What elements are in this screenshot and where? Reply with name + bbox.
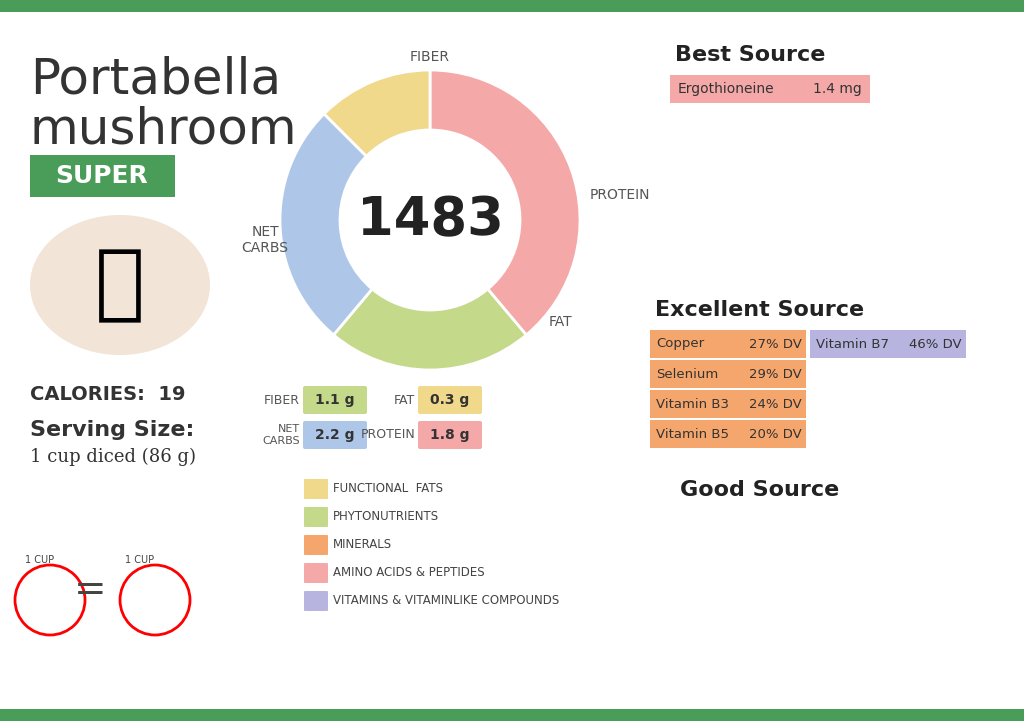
Text: mushroom: mushroom xyxy=(30,105,298,153)
Text: Excellent Source: Excellent Source xyxy=(655,300,864,320)
FancyBboxPatch shape xyxy=(418,386,482,414)
FancyBboxPatch shape xyxy=(304,563,328,583)
FancyBboxPatch shape xyxy=(304,535,328,555)
Text: AMINO ACIDS & PEPTIDES: AMINO ACIDS & PEPTIDES xyxy=(333,567,484,580)
Text: Portabella: Portabella xyxy=(30,55,282,103)
Text: PROTEIN: PROTEIN xyxy=(360,428,415,441)
Text: FAT: FAT xyxy=(394,394,415,407)
Text: FIBER: FIBER xyxy=(264,394,300,407)
Text: =: = xyxy=(74,571,106,609)
Text: 1 CUP: 1 CUP xyxy=(26,555,54,565)
Wedge shape xyxy=(324,70,430,156)
Wedge shape xyxy=(430,70,580,335)
Text: Vitamin B7: Vitamin B7 xyxy=(816,337,889,350)
FancyBboxPatch shape xyxy=(670,75,870,103)
Text: VITAMINS & VITAMINLIKE COMPOUNDS: VITAMINS & VITAMINLIKE COMPOUNDS xyxy=(333,595,559,608)
Text: MINERALS: MINERALS xyxy=(333,539,392,552)
FancyBboxPatch shape xyxy=(650,390,806,418)
Text: 1.8 g: 1.8 g xyxy=(430,428,470,442)
Text: 29% DV: 29% DV xyxy=(750,368,802,381)
Text: Serving Size:: Serving Size: xyxy=(30,420,195,440)
Text: 27% DV: 27% DV xyxy=(750,337,802,350)
Text: 1.4 mg: 1.4 mg xyxy=(813,82,862,96)
FancyBboxPatch shape xyxy=(303,421,367,449)
Text: 0.3 g: 0.3 g xyxy=(430,393,470,407)
Text: Ergothioneine: Ergothioneine xyxy=(678,82,774,96)
Text: Copper: Copper xyxy=(656,337,705,350)
FancyBboxPatch shape xyxy=(810,330,966,358)
Text: NET
CARBS: NET CARBS xyxy=(262,424,300,446)
FancyBboxPatch shape xyxy=(650,360,806,388)
FancyBboxPatch shape xyxy=(303,386,367,414)
FancyBboxPatch shape xyxy=(304,591,328,611)
Text: 2.2 g: 2.2 g xyxy=(315,428,354,442)
FancyBboxPatch shape xyxy=(0,709,1024,721)
Text: 1 cup diced (86 g): 1 cup diced (86 g) xyxy=(30,448,196,466)
Text: 1.1 g: 1.1 g xyxy=(315,393,354,407)
Text: CALORIES:  19: CALORIES: 19 xyxy=(30,385,185,404)
Text: FIBER: FIBER xyxy=(410,50,450,64)
Text: 🍄: 🍄 xyxy=(95,244,145,325)
Text: 24% DV: 24% DV xyxy=(750,397,802,410)
Text: FUNCTIONAL  FATS: FUNCTIONAL FATS xyxy=(333,482,443,495)
Text: 1 CUP: 1 CUP xyxy=(125,555,155,565)
Text: PHYTONUTRIENTS: PHYTONUTRIENTS xyxy=(333,510,439,523)
Text: Good Source: Good Source xyxy=(680,480,840,500)
FancyBboxPatch shape xyxy=(650,330,806,358)
FancyBboxPatch shape xyxy=(650,420,806,448)
Text: 20% DV: 20% DV xyxy=(750,428,802,441)
Text: 1483: 1483 xyxy=(356,194,504,246)
FancyBboxPatch shape xyxy=(418,421,482,449)
Text: Vitamin B3: Vitamin B3 xyxy=(656,397,729,410)
Text: PROTEIN: PROTEIN xyxy=(590,188,650,202)
FancyBboxPatch shape xyxy=(304,507,328,527)
Text: Selenium: Selenium xyxy=(656,368,718,381)
FancyBboxPatch shape xyxy=(0,0,1024,12)
Wedge shape xyxy=(280,114,372,335)
Text: Best Source: Best Source xyxy=(675,45,825,65)
Wedge shape xyxy=(334,289,526,370)
Ellipse shape xyxy=(30,215,210,355)
Text: FAT: FAT xyxy=(548,315,571,329)
Text: 46% DV: 46% DV xyxy=(909,337,962,350)
Text: SUPER: SUPER xyxy=(55,164,148,188)
Text: NET
CARBS: NET CARBS xyxy=(242,225,289,255)
FancyBboxPatch shape xyxy=(304,479,328,499)
Text: Vitamin B5: Vitamin B5 xyxy=(656,428,729,441)
FancyBboxPatch shape xyxy=(30,155,175,197)
